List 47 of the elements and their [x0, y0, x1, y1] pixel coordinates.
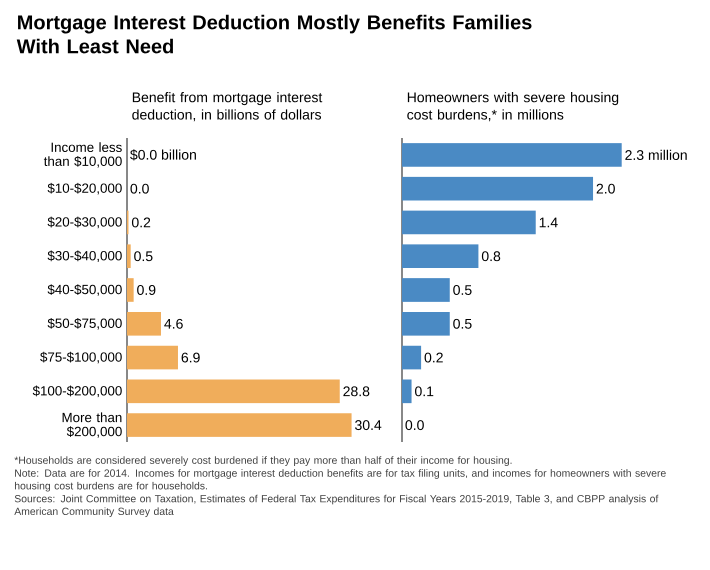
bar	[402, 312, 450, 336]
data-label: 0.2	[132, 217, 150, 228]
y-tick-label: $40-$50,000	[48, 284, 122, 296]
y-tick-label: $50-$75,000	[48, 318, 122, 330]
bar	[402, 176, 594, 200]
bar	[402, 380, 412, 404]
data-label: 0.5	[453, 285, 472, 295]
y-tick-label: $30-$40,000	[48, 250, 122, 262]
data-label: 0.9	[137, 285, 156, 295]
chart-subtitle: Homeowners with severe housing cost burdens,* in millions	[407, 92, 618, 122]
y-tick-label: $75-$100,000	[40, 352, 122, 364]
chart-subtitle: Benefit from mortgage interest deduction, in billions of dollars	[132, 92, 322, 122]
y-tick-label: $100-$200,000	[32, 386, 122, 398]
data-label: 0.0	[130, 184, 149, 194]
y-tick-label: $20-$30,000	[48, 216, 122, 228]
data-label: 1.4	[540, 218, 558, 228]
data-label: 30.4	[355, 420, 382, 430]
data-label: 4.6	[164, 318, 183, 329]
bar	[402, 143, 622, 167]
data-label: 0.5	[453, 318, 472, 329]
bar	[127, 380, 340, 404]
data-label: 0.2	[424, 352, 443, 363]
bar	[127, 413, 352, 437]
data-label: $0.0 billion	[130, 149, 196, 161]
bar	[402, 244, 478, 268]
bar	[127, 312, 161, 336]
y-tick-label: Income less than $10,000	[44, 142, 122, 168]
data-label: 0.8	[482, 251, 500, 262]
data-label: 2.3 million	[625, 150, 687, 160]
data-label: 0.1	[415, 386, 434, 396]
bar	[127, 244, 131, 268]
y-tick-label: More than $200,000	[62, 412, 122, 438]
bar	[127, 278, 134, 302]
bar	[402, 278, 450, 302]
text: *Households are considered severely cost burdened if they pay more than half of their income for housing.	[14, 456, 512, 466]
y-tick-label: $10-$20,000	[48, 182, 122, 194]
bar	[402, 210, 536, 234]
bar	[127, 346, 178, 370]
bar	[402, 346, 422, 370]
data-label: 28.8	[343, 386, 370, 396]
data-label: 0.5	[134, 251, 152, 262]
chart-title: Mortgage Interest Deduction Mostly Benefits Families With Least Need	[16, 14, 532, 54]
data-label: 6.9	[182, 352, 200, 363]
data-label: 0.0	[405, 420, 424, 430]
data-label: 2.0	[596, 184, 615, 194]
text: Note: Data are for 2014. Incomes for mortgage interest deduction benefits are for tax filing units, and incomes for homeowners with severe housing cost burdens are for households.	[14, 469, 666, 492]
source-note: Sources: Joint Committee on Taxation, Estimates of Federal Tax Expenditures for Fiscal Years 2015-2019, Table 3, and CBPP analysis of American Community Survey data	[14, 494, 658, 518]
